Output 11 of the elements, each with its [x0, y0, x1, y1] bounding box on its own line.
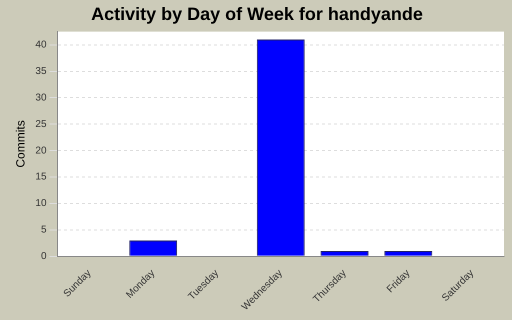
y-tick-label: 40: [35, 40, 47, 51]
y-axis-title: Commits: [14, 120, 28, 168]
y-tick-label: 10: [35, 198, 47, 210]
y-tick-label: 15: [35, 172, 47, 183]
y-tick-label: 25: [35, 118, 47, 130]
y-tick-label: 30: [35, 92, 47, 104]
y-tick-label: 20: [35, 145, 47, 156]
chart-title: Activity by Day of Week for handyande: [91, 4, 423, 24]
y-tick-label: 0: [40, 251, 47, 262]
y-tick-label: 5: [40, 224, 47, 236]
y-tick-label: 35: [35, 66, 47, 78]
